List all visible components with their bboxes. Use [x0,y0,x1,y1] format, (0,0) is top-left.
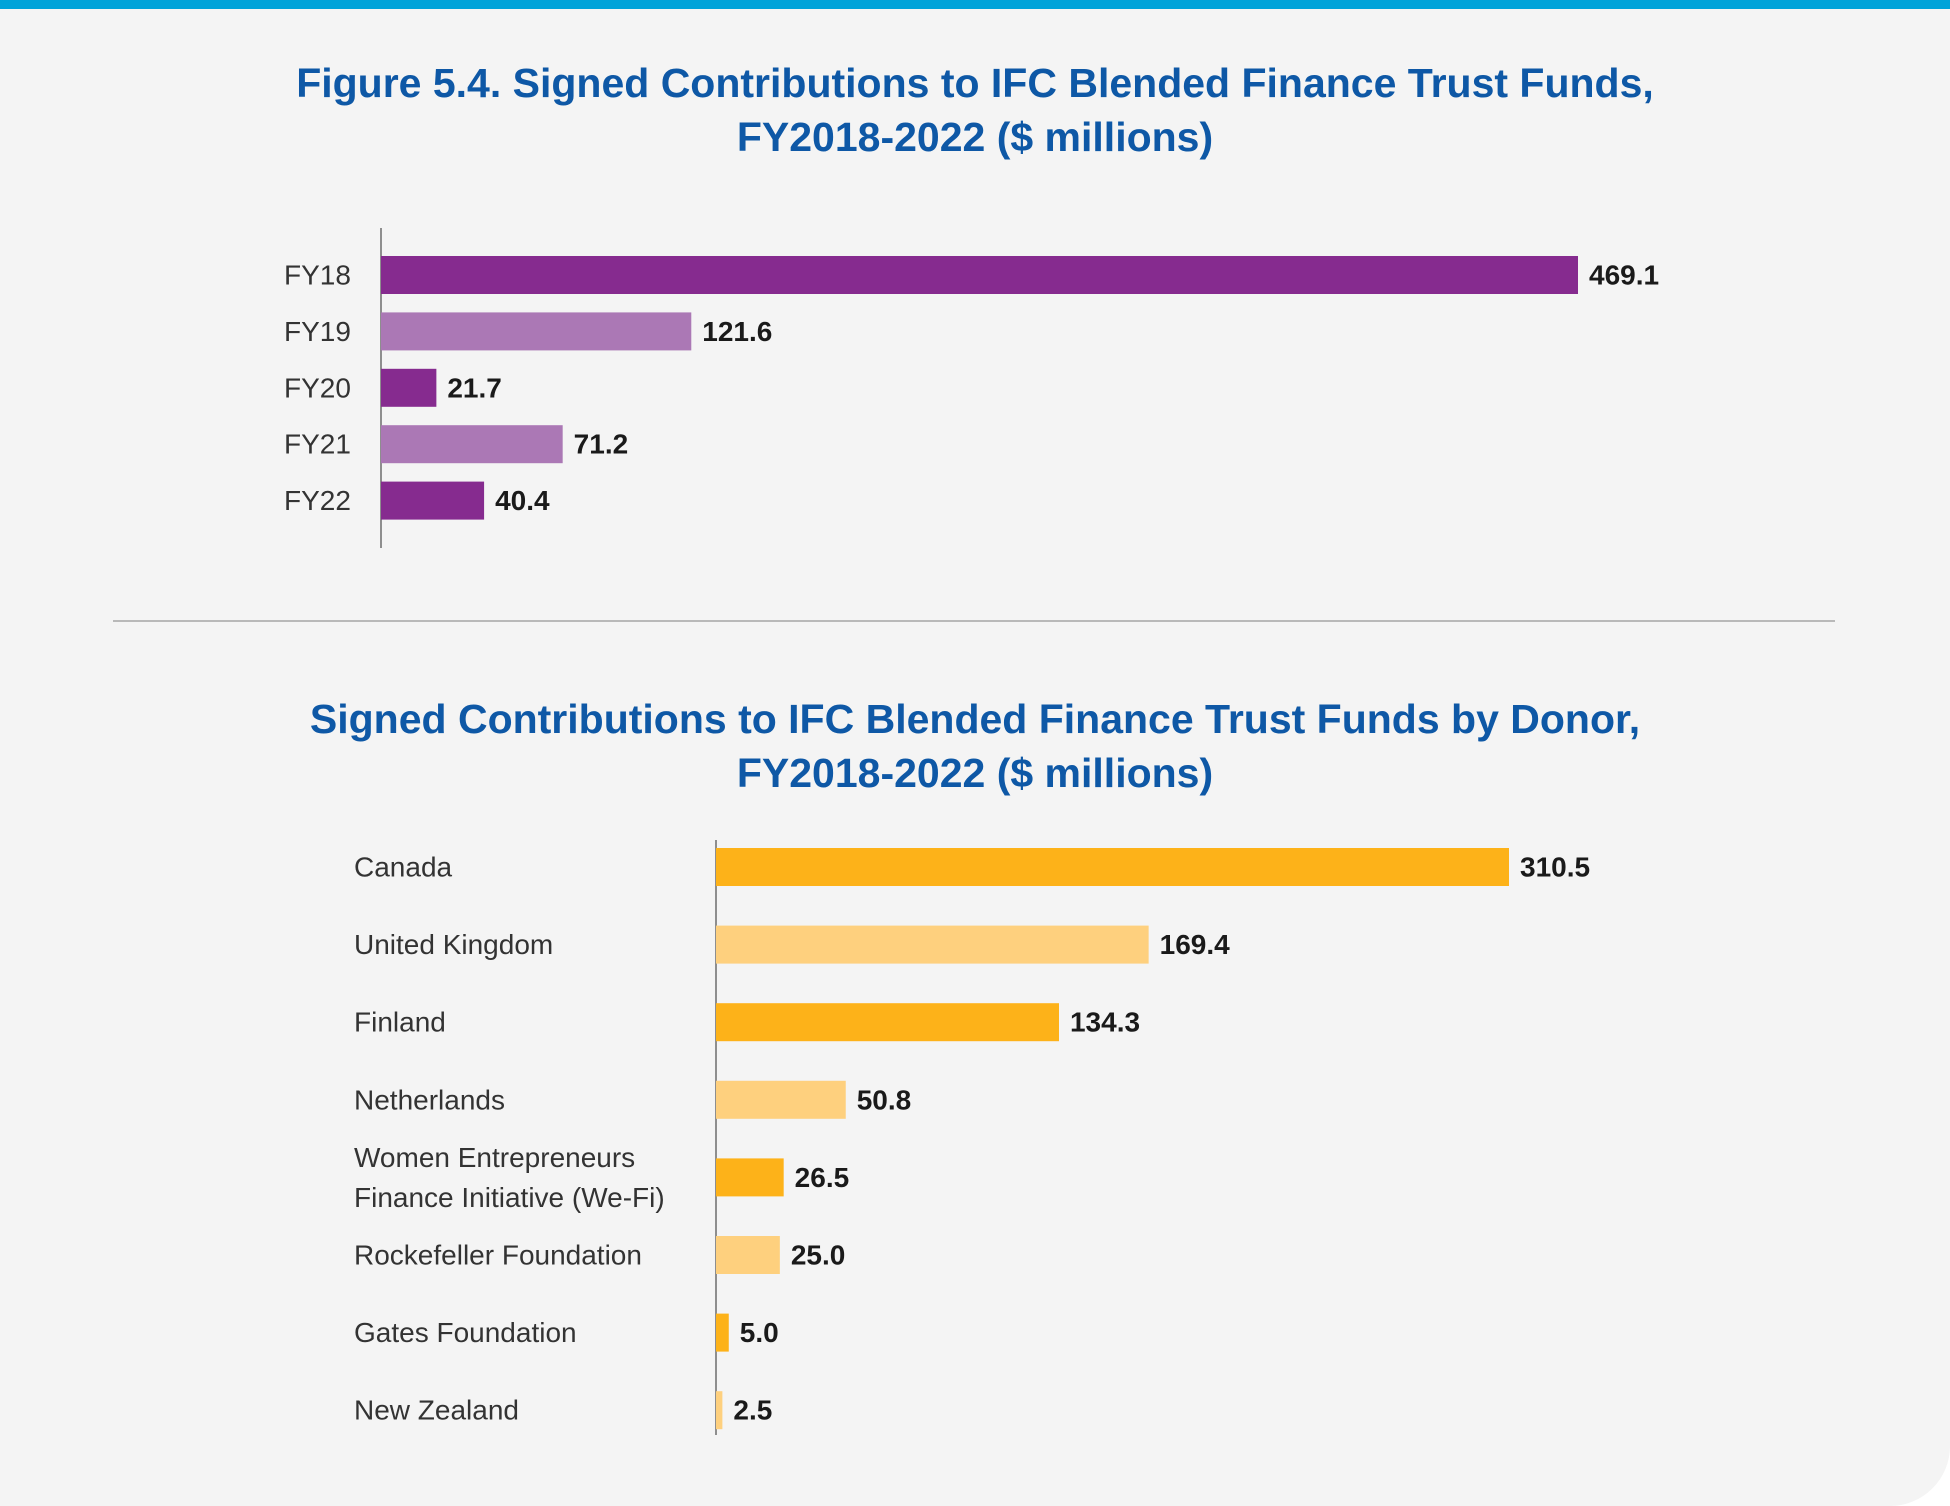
section-divider [113,620,1835,622]
chart-2-value-label: 2.5 [733,1395,772,1426]
chart-2-value-label: 26.5 [795,1162,850,1193]
chart-2-bar [716,1313,729,1352]
chart-2-title: Signed Contributions to IFC Blended Fina… [100,692,1850,800]
top-accent-bar [0,0,1950,9]
chart-1-bar [381,312,692,351]
chart-2-category-label: New Zealand [354,1395,519,1426]
chart-2-bar [716,1236,780,1274]
chart-1-bar [381,368,437,407]
chart-1-bar [381,425,563,464]
chart-1-category-label: FY18 [284,260,351,291]
chart-2-bar [716,1080,846,1119]
chart-2-category-label: Gates Foundation [354,1317,577,1348]
chart-1-value-label: 40.4 [495,485,550,516]
chart-2-category-label: Finance Initiative (We-Fi) [354,1182,665,1213]
chart-2-title-line-2: FY2018-2022 ($ millions) [736,750,1214,796]
chart-2-category-label: Canada [354,852,453,883]
chart-1-value-label: 469.1 [1589,260,1659,291]
chart-1-category-label: FY22 [284,485,351,516]
chart-2-bar [716,848,1509,886]
chart-1-category-label: FY20 [284,372,351,403]
chart-1-category-label: FY21 [284,429,351,460]
chart-2-category-label: Women Entrepreneurs [354,1142,635,1173]
chart-2-value-label: 50.8 [857,1084,912,1115]
chart-1-title-line-2: FY2018-2022 ($ millions) [736,114,1214,160]
chart-2-category-label: Netherlands [354,1084,505,1115]
chart-1-value-label: 121.6 [702,316,772,347]
chart-1-value-label: 71.2 [574,429,629,460]
chart-2-title-line-1: Signed Contributions to IFC Blended Fina… [309,696,1641,742]
chart-1-bar [381,256,1578,294]
chart-1-title-line-1: Figure 5.4. Signed Contributions to IFC … [296,60,1654,106]
chart-2-value-label: 169.4 [1160,929,1230,960]
chart-2-bar [716,1391,723,1430]
chart-1-value-label: 21.7 [447,372,502,403]
chart-2-value-label: 5.0 [740,1317,779,1348]
chart-2-value-label: 25.0 [791,1240,846,1271]
chart-2-value-label: 310.5 [1520,852,1590,883]
chart-2-category-label: Finland [354,1007,446,1038]
chart-1-category-label: FY19 [284,316,351,347]
chart-1-bar [381,481,485,520]
chart-2-bar [716,1158,784,1197]
chart-2-category-label: United Kingdom [354,929,553,960]
chart-2-category-label: Rockefeller Foundation [354,1240,642,1271]
chart-2-bar [716,1003,1059,1042]
chart-1-title: Figure 5.4. Signed Contributions to IFC … [100,56,1850,164]
chart-2-bar [716,925,1149,964]
chart-2-value-label: 134.3 [1070,1007,1140,1038]
